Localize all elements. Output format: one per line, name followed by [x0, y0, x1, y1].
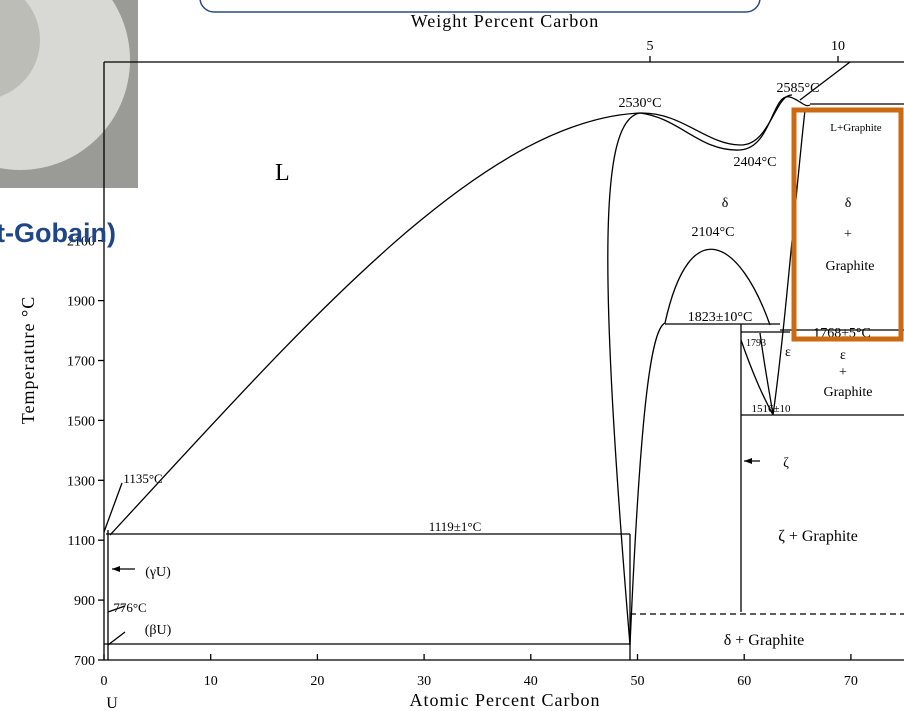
- x-tick-label: 70: [844, 674, 858, 689]
- x-tick-label: 60: [737, 674, 751, 689]
- y-axis-label: Temperature °C: [18, 296, 38, 424]
- x-tick-label: 20: [310, 674, 324, 689]
- label: 2404°C: [734, 155, 777, 170]
- label: Graphite: [826, 259, 875, 274]
- label: ε: [840, 348, 846, 363]
- ticks: 0 10 20 30 40 50 60 70 700 900 1100 1300 1500 1700 190…: [67, 235, 858, 689]
- y-tick-label: 700: [74, 654, 95, 669]
- y-tick-label: 1300: [67, 474, 95, 489]
- y-tick-label: 1900: [67, 295, 95, 310]
- label: Graphite: [824, 385, 873, 400]
- photo-hole: [0, 0, 40, 97]
- label: 776°C: [113, 600, 146, 615]
- label: 1793: [746, 338, 766, 349]
- x-tick-label: 50: [631, 674, 645, 689]
- label: (βU): [145, 623, 172, 638]
- label: 1823±10°C: [688, 310, 753, 325]
- label: U: [106, 695, 118, 711]
- label: 2104°C: [692, 225, 735, 240]
- slide-title: t-Gobain): [0, 218, 116, 248]
- x-tick-label: 40: [524, 674, 538, 689]
- label: +: [839, 365, 847, 380]
- y-tick-label: 1100: [68, 534, 95, 549]
- label: ζ + Graphite: [778, 528, 858, 545]
- x-tick-label: 10: [204, 674, 218, 689]
- x-tick-label: 0: [101, 674, 108, 689]
- callout-box: [199, 0, 761, 13]
- label: 1516±10: [751, 403, 791, 415]
- label: 1119±1°C: [429, 519, 482, 534]
- label: δ: [722, 196, 729, 211]
- label: δ + Graphite: [724, 632, 805, 649]
- y-tick-label: 1700: [67, 355, 95, 370]
- label: δ: [845, 196, 852, 211]
- y-tick-label: 900: [74, 594, 95, 609]
- label: L+Graphite: [830, 122, 882, 134]
- label: L: [275, 160, 290, 186]
- label: 1135°C: [123, 471, 162, 486]
- x-axis-label: Atomic Percent Carbon: [410, 690, 601, 710]
- top-tick-label: 10: [831, 39, 845, 54]
- x-tick-label: 30: [417, 674, 431, 689]
- y-tick-label: 2100: [67, 235, 95, 250]
- phase-boundaries: [103, 61, 904, 660]
- label: +: [844, 227, 852, 242]
- label: ε: [785, 345, 791, 360]
- label: 2530°C: [619, 96, 662, 111]
- y-tick-label: 1500: [67, 414, 95, 429]
- label: ζ: [783, 456, 789, 471]
- top-tick-label: 5: [647, 39, 654, 54]
- top-axis-label: Weight Percent Carbon: [411, 11, 600, 31]
- label: 2585°C: [777, 81, 820, 96]
- label: (γU): [145, 565, 171, 580]
- highlight-box: [791, 107, 904, 342]
